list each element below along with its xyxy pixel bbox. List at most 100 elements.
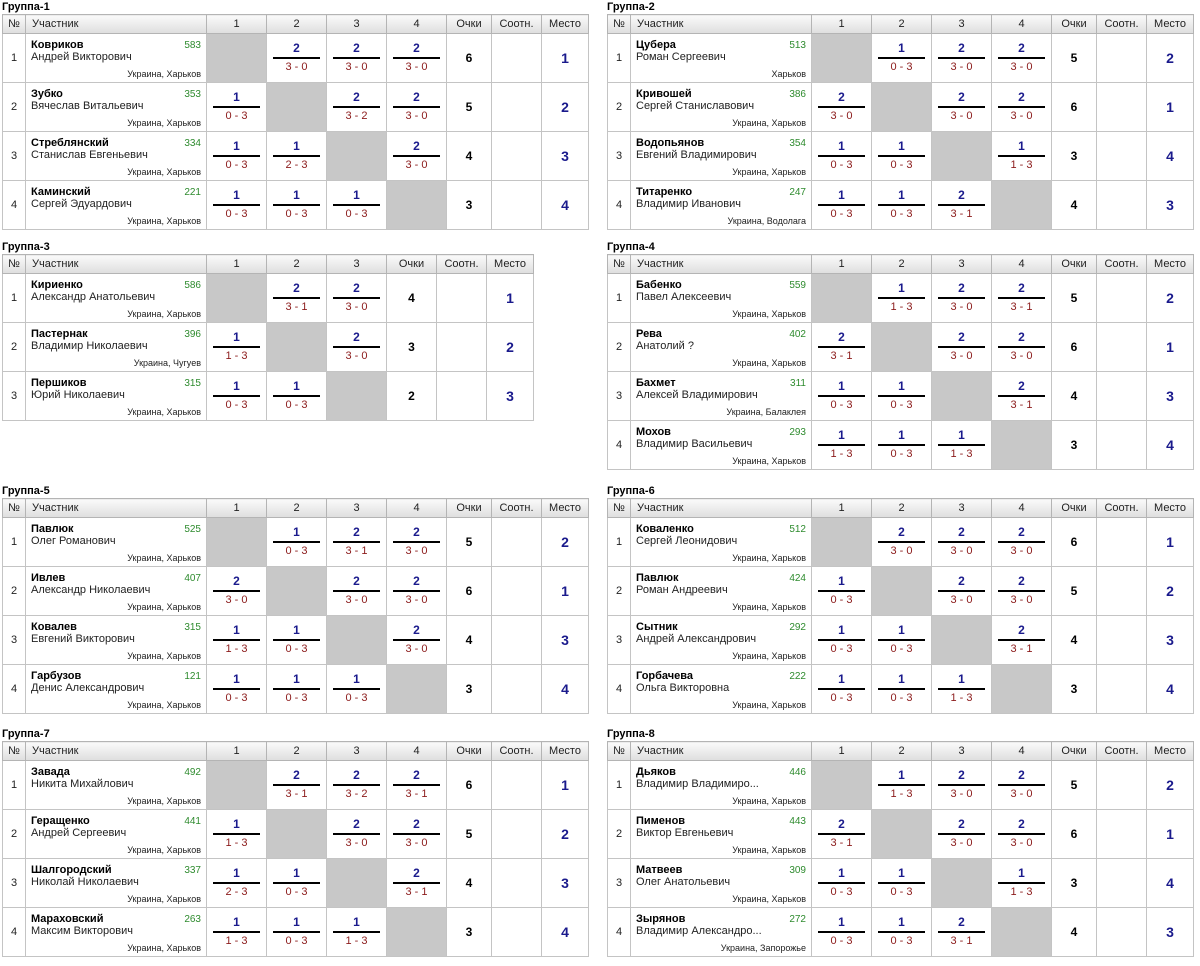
participant-cell[interactable]: Кривошей Сергей Станиславович 386 Украина, … [630, 82, 812, 132]
participant-cell[interactable]: Каминский Сергей Эдуардович 221 Украина, Ха… [25, 180, 207, 230]
match-result-cell[interactable]: 1 0 - 3 [266, 615, 327, 665]
match-result-cell[interactable]: 1 0 - 3 [871, 907, 932, 957]
participant-cell[interactable]: Кириенко Александр Анатольевич 586 Украина,… [25, 273, 207, 323]
participant-cell[interactable]: Ковалев Евгений Викторович 315 Украина, Хар… [25, 615, 207, 665]
match-result-cell[interactable]: 1 0 - 3 [811, 858, 872, 908]
match-result-cell[interactable]: 1 1 - 3 [931, 664, 992, 714]
match-result-cell[interactable]: 1 0 - 3 [871, 180, 932, 230]
match-result-cell[interactable]: 1 0 - 3 [811, 180, 872, 230]
match-result-cell[interactable]: 2 3 - 1 [811, 322, 872, 372]
match-result-cell[interactable]: 1 2 - 3 [266, 131, 327, 181]
match-result-cell[interactable]: 2 3 - 0 [386, 615, 447, 665]
match-result-cell[interactable]: 2 3 - 0 [931, 517, 992, 567]
match-result-cell[interactable]: 2 3 - 1 [991, 273, 1052, 323]
match-result-cell[interactable]: 1 0 - 3 [206, 131, 267, 181]
participant-cell[interactable]: Пименов Виктор Евгеньевич 443 Украина, Харь… [630, 809, 812, 859]
match-result-cell[interactable]: 1 0 - 3 [871, 615, 932, 665]
match-result-cell[interactable]: 2 3 - 0 [206, 566, 267, 616]
match-result-cell[interactable]: 2 3 - 2 [326, 760, 387, 810]
match-result-cell[interactable]: 1 0 - 3 [871, 420, 932, 470]
match-result-cell[interactable]: 2 3 - 1 [931, 180, 992, 230]
participant-cell[interactable]: Павлюк Олег Романович 525 Украина, Харьков [25, 517, 207, 567]
participant-cell[interactable]: Бахмет Алексей Владимирович 311 Украина, Ба… [630, 371, 812, 421]
match-result-cell[interactable]: 1 1 - 3 [206, 615, 267, 665]
participant-cell[interactable]: Дьяков Владимир Владимиро... 446 Украина, Х… [630, 760, 812, 810]
match-result-cell[interactable]: 2 3 - 0 [326, 322, 387, 372]
match-result-cell[interactable]: 2 3 - 0 [991, 809, 1052, 859]
match-result-cell[interactable]: 1 0 - 3 [871, 664, 932, 714]
participant-cell[interactable]: Павлюк Роман Андреевич 424 Украина, Харьков [630, 566, 812, 616]
participant-cell[interactable]: Гарбузов Денис Александрович 121 Украина, Х… [25, 664, 207, 714]
match-result-cell[interactable]: 2 3 - 0 [991, 82, 1052, 132]
match-result-cell[interactable]: 1 1 - 3 [206, 907, 267, 957]
match-result-cell[interactable]: 2 3 - 0 [326, 566, 387, 616]
match-result-cell[interactable]: 2 3 - 0 [386, 517, 447, 567]
participant-cell[interactable]: Стреблянский Станислав Евгеньевич 334 Украи… [25, 131, 207, 181]
match-result-cell[interactable]: 1 1 - 3 [326, 907, 387, 957]
match-result-cell[interactable]: 1 0 - 3 [266, 907, 327, 957]
match-result-cell[interactable]: 1 0 - 3 [871, 371, 932, 421]
match-result-cell[interactable]: 1 0 - 3 [266, 180, 327, 230]
match-result-cell[interactable]: 2 3 - 0 [326, 273, 387, 323]
match-result-cell[interactable]: 1 0 - 3 [266, 858, 327, 908]
match-result-cell[interactable]: 2 3 - 0 [931, 809, 992, 859]
match-result-cell[interactable]: 2 3 - 0 [991, 517, 1052, 567]
match-result-cell[interactable]: 1 1 - 3 [206, 322, 267, 372]
match-result-cell[interactable]: 1 0 - 3 [811, 907, 872, 957]
match-result-cell[interactable]: 1 0 - 3 [871, 858, 932, 908]
match-result-cell[interactable]: 2 3 - 1 [811, 809, 872, 859]
match-result-cell[interactable]: 2 3 - 0 [991, 33, 1052, 83]
match-result-cell[interactable]: 2 3 - 1 [266, 760, 327, 810]
match-result-cell[interactable]: 2 3 - 1 [266, 273, 327, 323]
participant-cell[interactable]: Ивлев Александр Николаевич 407 Украина, Хар… [25, 566, 207, 616]
match-result-cell[interactable]: 2 3 - 0 [386, 82, 447, 132]
match-result-cell[interactable]: 2 3 - 0 [326, 809, 387, 859]
match-result-cell[interactable]: 2 3 - 1 [326, 517, 387, 567]
participant-cell[interactable]: Водопьянов Евгений Владимирович 354 Украина… [630, 131, 812, 181]
match-result-cell[interactable]: 2 3 - 1 [991, 371, 1052, 421]
participant-cell[interactable]: Титаренко Владимир Иванович 247 Украина, Во… [630, 180, 812, 230]
match-result-cell[interactable]: 2 3 - 0 [811, 82, 872, 132]
match-result-cell[interactable]: 2 3 - 0 [326, 33, 387, 83]
participant-cell[interactable]: Шалгородский Николай Николаевич 337 Украина… [25, 858, 207, 908]
participant-cell[interactable]: Горбачева Ольга Викторовна 222 Украина, Хар… [630, 664, 812, 714]
match-result-cell[interactable]: 1 0 - 3 [326, 664, 387, 714]
participant-cell[interactable]: Завада Никита Михайлович 492 Украина, Харьк… [25, 760, 207, 810]
match-result-cell[interactable]: 2 3 - 0 [386, 33, 447, 83]
match-result-cell[interactable]: 1 1 - 3 [931, 420, 992, 470]
match-result-cell[interactable]: 2 3 - 0 [991, 760, 1052, 810]
participant-cell[interactable]: Зырянов Владимир Александро... 272 Украина,… [630, 907, 812, 957]
match-result-cell[interactable]: 1 0 - 3 [206, 82, 267, 132]
participant-cell[interactable]: Мохов Владимир Васильевич 293 Украина, Харь… [630, 420, 812, 470]
match-result-cell[interactable]: 1 1 - 3 [206, 809, 267, 859]
match-result-cell[interactable]: 2 3 - 0 [931, 566, 992, 616]
participant-cell[interactable]: Бабенко Павел Алексеевич 559 Украина, Харьк… [630, 273, 812, 323]
participant-cell[interactable]: Цубера Роман Сергеевич 513 Харьков [630, 33, 812, 83]
participant-cell[interactable]: Пастернак Владимир Николаевич 396 Украина, … [25, 322, 207, 372]
match-result-cell[interactable]: 2 3 - 0 [386, 809, 447, 859]
match-result-cell[interactable]: 1 0 - 3 [811, 371, 872, 421]
match-result-cell[interactable]: 2 3 - 0 [931, 322, 992, 372]
match-result-cell[interactable]: 1 0 - 3 [811, 615, 872, 665]
participant-cell[interactable]: Матвеев Олег Анатольевич 309 Украина, Харьк… [630, 858, 812, 908]
participant-cell[interactable]: Коваленко Сергей Леонидович 512 Украина, Ха… [630, 517, 812, 567]
match-result-cell[interactable]: 2 3 - 0 [931, 273, 992, 323]
participant-cell[interactable]: Геращенко Андрей Сергеевич 441 Украина, Хар… [25, 809, 207, 859]
match-result-cell[interactable]: 1 1 - 3 [991, 131, 1052, 181]
match-result-cell[interactable]: 2 3 - 0 [991, 566, 1052, 616]
match-result-cell[interactable]: 1 0 - 3 [871, 33, 932, 83]
match-result-cell[interactable]: 1 0 - 3 [206, 180, 267, 230]
match-result-cell[interactable]: 2 3 - 0 [386, 131, 447, 181]
match-result-cell[interactable]: 1 2 - 3 [206, 858, 267, 908]
match-result-cell[interactable]: 1 1 - 3 [871, 760, 932, 810]
participant-cell[interactable]: Мараховский Максим Викторович 263 Украина, … [25, 907, 207, 957]
match-result-cell[interactable]: 2 3 - 0 [871, 517, 932, 567]
match-result-cell[interactable]: 2 3 - 0 [931, 82, 992, 132]
match-result-cell[interactable]: 1 0 - 3 [266, 664, 327, 714]
match-result-cell[interactable]: 2 3 - 0 [266, 33, 327, 83]
match-result-cell[interactable]: 1 0 - 3 [811, 131, 872, 181]
participant-cell[interactable]: Зубко Вячеслав Витальевич 353 Украина, Харь… [25, 82, 207, 132]
match-result-cell[interactable]: 1 1 - 3 [871, 273, 932, 323]
match-result-cell[interactable]: 1 0 - 3 [811, 566, 872, 616]
match-result-cell[interactable]: 1 1 - 3 [991, 858, 1052, 908]
